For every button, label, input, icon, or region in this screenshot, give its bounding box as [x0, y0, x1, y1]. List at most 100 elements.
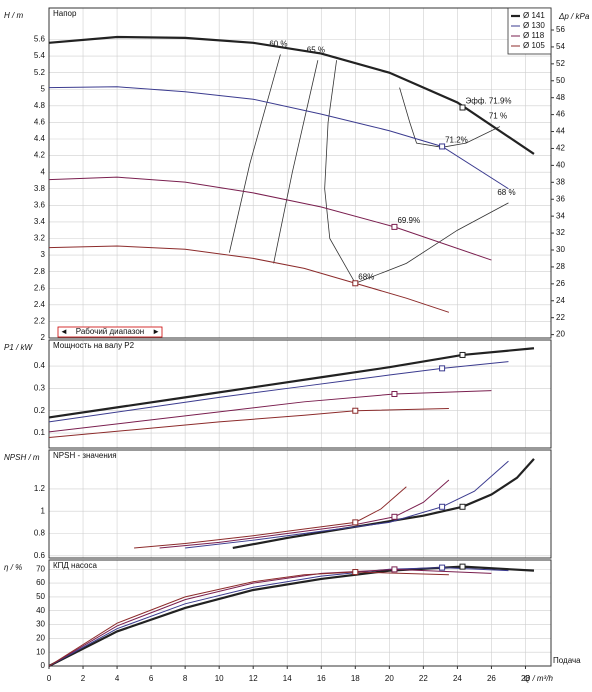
y-axis-label: H / m	[4, 11, 23, 20]
panel-frame	[48, 339, 552, 449]
y-tick-label: 5.6	[34, 35, 46, 44]
operating-point	[352, 519, 359, 526]
iso-label: 60 %	[269, 40, 287, 49]
y-tick-label: 4	[41, 167, 46, 176]
x-tick-label: 28	[521, 674, 530, 683]
x-tick-label: 14	[283, 674, 292, 683]
operating-point	[459, 104, 466, 111]
y-tick-label: 30	[36, 620, 45, 629]
iso-efficiency-line	[228, 54, 281, 253]
legend-label: Ø 130	[523, 21, 545, 30]
y-tick-label: 5	[41, 84, 46, 93]
x-tick-label: 24	[453, 674, 462, 683]
y-tick-label: 3.4	[34, 217, 46, 226]
curve	[48, 567, 509, 667]
operating-point	[439, 365, 446, 372]
panel-frame	[48, 449, 552, 559]
panel-title: КПД насоса	[53, 561, 97, 570]
y-tick-label: 3	[41, 250, 46, 259]
x-tick-label: 8	[183, 674, 188, 683]
operating-point	[459, 503, 466, 510]
legend-label: Ø 105	[523, 41, 545, 50]
point-label: Эфф. 71.9%	[466, 97, 512, 106]
x-tick-label: 2	[81, 674, 86, 683]
y-tick-label: 5.4	[34, 51, 46, 60]
legend-label: Ø 141	[523, 11, 545, 20]
y-tick-label: 50	[36, 592, 45, 601]
operating-point	[391, 566, 398, 573]
curve	[48, 390, 492, 433]
y2-tick-label: 38	[556, 177, 565, 186]
working-range-arrow: ◄	[60, 327, 68, 336]
y2-tick-label: 32	[556, 228, 565, 237]
operating-point	[439, 143, 446, 150]
working-range-arrow: ►	[152, 327, 160, 336]
curve	[134, 486, 407, 549]
y-axis-label: η / %	[4, 563, 22, 572]
operating-point	[352, 569, 359, 576]
y-tick-label: 0.8	[34, 529, 46, 538]
point-label: 68%	[358, 272, 374, 281]
legend-label: Ø 118	[523, 31, 545, 40]
x-tick-label: 22	[419, 674, 428, 683]
panel-title: Напор	[53, 9, 77, 18]
iso-efficiency-line	[273, 60, 319, 264]
y2-tick-label: 30	[556, 245, 565, 254]
y-tick-label: 5.2	[34, 68, 46, 77]
y-tick-label: 3.2	[34, 234, 46, 243]
curve	[48, 35, 535, 155]
x-tick-label: 20	[385, 674, 394, 683]
x-tick-label: 12	[249, 674, 258, 683]
y2-tick-label: 28	[556, 262, 565, 271]
operating-point	[391, 513, 398, 520]
y-tick-label: 1	[41, 506, 46, 515]
operating-point	[459, 351, 466, 358]
curve	[48, 565, 535, 667]
y-tick-label: 0.1	[34, 428, 46, 437]
y2-axis-label: Δp / kPa	[558, 12, 590, 21]
x-tick-label: 0	[47, 674, 52, 683]
y2-tick-label: 24	[556, 296, 565, 305]
y-tick-label: 2.2	[34, 317, 46, 326]
iso-efficiency-line	[324, 60, 509, 284]
y2-tick-label: 40	[556, 160, 565, 169]
y2-tick-label: 52	[556, 59, 565, 68]
operating-point	[439, 564, 446, 571]
y2-tick-label: 46	[556, 110, 565, 119]
operating-point	[391, 391, 398, 397]
iso-label: 71 %	[489, 112, 507, 121]
y2-tick-label: 34	[556, 211, 565, 220]
x-axis-note: Подача	[553, 656, 581, 665]
y-tick-label: 0.6	[34, 551, 46, 560]
x-tick-label: 4	[115, 674, 120, 683]
x-tick-label: 10	[215, 674, 224, 683]
panel-title: NPSH - значения	[53, 451, 117, 460]
operating-point	[391, 223, 398, 230]
iso-efficiency-line	[399, 87, 501, 148]
y-tick-label: 1.2	[34, 484, 46, 493]
panel-frame	[48, 7, 552, 339]
curve	[48, 408, 449, 439]
y-tick-label: 60	[36, 578, 45, 587]
y2-tick-label: 20	[556, 330, 565, 339]
y2-tick-label: 42	[556, 144, 565, 153]
y-tick-label: 4.4	[34, 134, 46, 143]
y2-tick-label: 54	[556, 42, 565, 51]
iso-label: 68 %	[497, 188, 515, 197]
y2-tick-label: 44	[556, 127, 565, 136]
curve	[48, 86, 509, 190]
operating-point	[459, 563, 466, 570]
y-tick-label: 4.8	[34, 101, 46, 110]
y-tick-label: 0.2	[34, 406, 46, 415]
working-range-label: Рабочий диапазон	[76, 327, 144, 336]
y2-tick-label: 36	[556, 194, 565, 203]
operating-point	[352, 280, 359, 287]
x-tick-label: 16	[317, 674, 326, 683]
y-tick-label: 3.8	[34, 184, 46, 193]
y-tick-label: 3.6	[34, 200, 46, 209]
y2-tick-label: 26	[556, 279, 565, 288]
y-axis-label: P1 / kW	[4, 343, 33, 352]
y-tick-label: 4.6	[34, 118, 46, 127]
y-axis-label: NPSH / m	[4, 453, 40, 462]
y-tick-label: 70	[36, 564, 45, 573]
